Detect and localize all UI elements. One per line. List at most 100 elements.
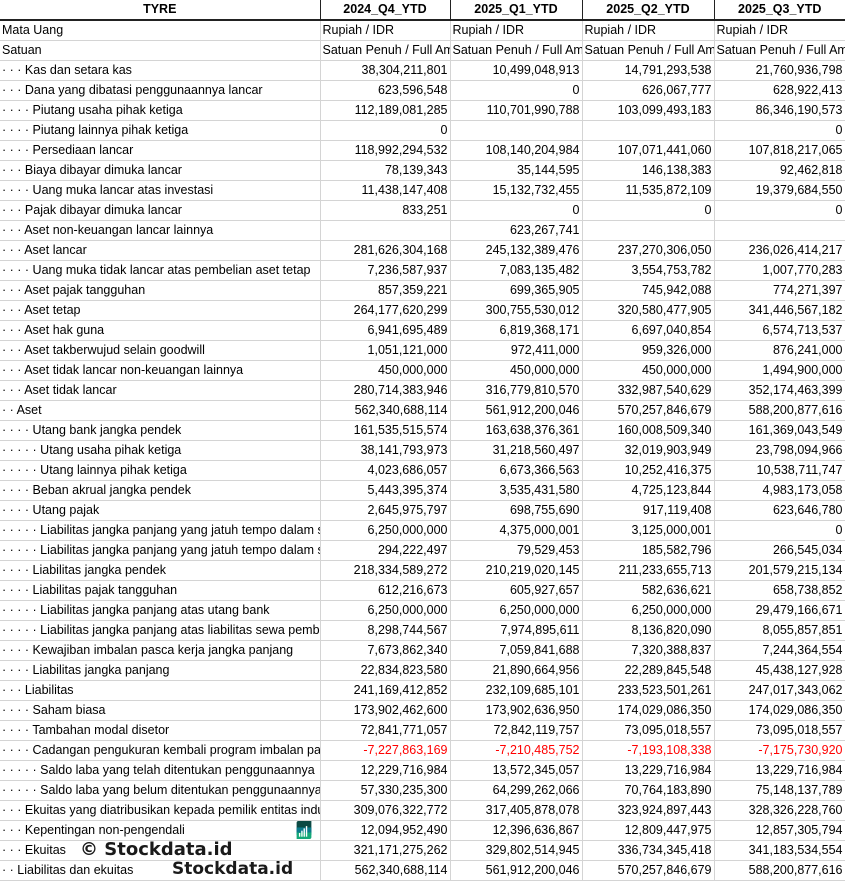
value-cell[interactable]: 21,890,664,956: [450, 660, 583, 681]
value-cell[interactable]: [582, 120, 715, 141]
row-label-cell[interactable]: · · · Aset non-keuangan lancar lainnya: [0, 220, 321, 241]
value-cell[interactable]: 294,222,497: [320, 540, 451, 561]
value-cell[interactable]: 7,236,587,937: [320, 260, 451, 281]
value-cell[interactable]: 605,927,657: [450, 580, 583, 601]
value-cell[interactable]: 107,818,217,065: [714, 140, 845, 161]
value-cell[interactable]: 280,714,383,946: [320, 380, 451, 401]
value-cell[interactable]: 1,494,900,000: [714, 360, 845, 381]
value-cell[interactable]: 10,538,711,747: [714, 460, 845, 481]
value-cell[interactable]: 8,136,820,090: [582, 620, 715, 641]
value-cell[interactable]: 341,183,534,554: [714, 840, 845, 861]
value-cell[interactable]: 161,535,515,574: [320, 420, 451, 441]
value-cell[interactable]: 86,346,190,573: [714, 100, 845, 121]
value-cell[interactable]: 146,138,383: [582, 160, 715, 181]
value-cell[interactable]: Satuan Penuh / Full Amount: [450, 40, 583, 61]
row-label-cell[interactable]: Mata Uang: [0, 20, 321, 41]
row-label-cell[interactable]: · · · · · Utang usaha pihak ketiga: [0, 440, 321, 461]
value-cell[interactable]: 73,095,018,557: [582, 720, 715, 741]
value-cell[interactable]: 29,479,166,671: [714, 600, 845, 621]
value-cell[interactable]: 173,902,636,950: [450, 700, 583, 721]
value-cell[interactable]: 7,974,895,611: [450, 620, 583, 641]
row-label-cell[interactable]: · · · · · Liabilitas jangka panjang atas…: [0, 600, 321, 621]
value-cell[interactable]: 561,912,200,046: [450, 860, 583, 881]
row-label-cell[interactable]: · · · · Tambahan modal disetor: [0, 720, 321, 741]
row-label-cell[interactable]: · · · · Utang bank jangka pendek: [0, 420, 321, 441]
value-cell[interactable]: 7,320,388,837: [582, 640, 715, 661]
value-cell[interactable]: 6,250,000,000: [450, 600, 583, 621]
value-cell[interactable]: 450,000,000: [582, 360, 715, 381]
value-cell[interactable]: 233,523,501,261: [582, 680, 715, 701]
header-column-cell[interactable]: 2025_Q3_YTD: [714, 0, 845, 21]
value-cell[interactable]: 341,446,567,182: [714, 300, 845, 321]
value-cell[interactable]: 588,200,877,616: [714, 860, 845, 881]
value-cell[interactable]: 328,326,228,760: [714, 800, 845, 821]
value-cell[interactable]: 45,438,127,928: [714, 660, 845, 681]
row-label-cell[interactable]: · · · Kas dan setara kas: [0, 60, 321, 81]
value-cell[interactable]: 450,000,000: [450, 360, 583, 381]
row-label-cell[interactable]: · · · · Piutang lainnya pihak ketiga: [0, 120, 321, 141]
value-cell[interactable]: 72,841,771,057: [320, 720, 451, 741]
value-cell[interactable]: 0: [582, 200, 715, 221]
value-cell[interactable]: 4,983,173,058: [714, 480, 845, 501]
row-label-cell[interactable]: · · · · Liabilitas jangka panjang: [0, 660, 321, 681]
value-cell[interactable]: 745,942,088: [582, 280, 715, 301]
value-cell[interactable]: 57,330,235,300: [320, 780, 451, 801]
value-cell[interactable]: 612,216,673: [320, 580, 451, 601]
value-cell[interactable]: 774,271,397: [714, 280, 845, 301]
value-cell[interactable]: 562,340,688,114: [320, 400, 451, 421]
row-label-cell[interactable]: · · · Aset tidak lancar non-keuangan lai…: [0, 360, 321, 381]
value-cell[interactable]: 561,912,200,046: [450, 400, 583, 421]
value-cell[interactable]: 79,529,453: [450, 540, 583, 561]
value-cell[interactable]: 107,071,441,060: [582, 140, 715, 161]
value-cell[interactable]: Rupiah / IDR: [582, 20, 715, 41]
value-cell[interactable]: 32,019,903,949: [582, 440, 715, 461]
value-cell[interactable]: 658,738,852: [714, 580, 845, 601]
value-cell[interactable]: 201,579,215,134: [714, 560, 845, 581]
value-cell[interactable]: 317,405,878,078: [450, 800, 583, 821]
value-cell[interactable]: 10,499,048,913: [450, 60, 583, 81]
value-cell[interactable]: 5,443,395,374: [320, 480, 451, 501]
row-label-cell[interactable]: · · · Aset hak guna: [0, 320, 321, 341]
value-cell[interactable]: 6,941,695,489: [320, 320, 451, 341]
value-cell[interactable]: 281,626,304,168: [320, 240, 451, 261]
value-cell[interactable]: 0: [450, 80, 583, 101]
row-label-cell[interactable]: Satuan: [0, 40, 321, 61]
value-cell[interactable]: 118,992,294,532: [320, 140, 451, 161]
value-cell[interactable]: 570,257,846,679: [582, 400, 715, 421]
row-label-cell[interactable]: · · · Ekuitas yang diatribusikan kepada …: [0, 800, 321, 821]
value-cell[interactable]: 266,545,034: [714, 540, 845, 561]
value-cell[interactable]: 19,379,684,550: [714, 180, 845, 201]
value-cell[interactable]: 12,229,716,984: [320, 760, 451, 781]
value-cell[interactable]: 3,535,431,580: [450, 480, 583, 501]
row-label-cell[interactable]: · · · Aset lancar: [0, 240, 321, 261]
value-cell[interactable]: 1,007,770,283: [714, 260, 845, 281]
value-cell[interactable]: 72,842,119,757: [450, 720, 583, 741]
value-cell[interactable]: 6,574,713,537: [714, 320, 845, 341]
value-cell[interactable]: 163,638,376,361: [450, 420, 583, 441]
row-label-cell[interactable]: · · · · Saham biasa: [0, 700, 321, 721]
value-cell[interactable]: 626,067,777: [582, 80, 715, 101]
row-label-cell[interactable]: · · Liabilitas dan ekuitas: [0, 860, 321, 881]
value-cell[interactable]: 110,701,990,788: [450, 100, 583, 121]
value-cell[interactable]: Rupiah / IDR: [714, 20, 845, 41]
value-cell[interactable]: 108,140,204,984: [450, 140, 583, 161]
value-cell[interactable]: 21,760,936,798: [714, 60, 845, 81]
value-cell[interactable]: 174,029,086,350: [714, 700, 845, 721]
row-label-cell[interactable]: · · · · · Saldo laba yang belum ditentuk…: [0, 780, 321, 801]
value-cell[interactable]: 332,987,540,629: [582, 380, 715, 401]
row-label-cell[interactable]: · · · · Cadangan pengukuran kembali prog…: [0, 740, 321, 761]
value-cell[interactable]: 13,572,345,057: [450, 760, 583, 781]
value-cell[interactable]: 6,250,000,000: [582, 600, 715, 621]
value-cell[interactable]: 6,673,366,563: [450, 460, 583, 481]
value-cell[interactable]: 300,755,530,012: [450, 300, 583, 321]
value-cell[interactable]: 15,132,732,455: [450, 180, 583, 201]
value-cell[interactable]: 4,725,123,844: [582, 480, 715, 501]
row-label-cell[interactable]: · · · · Liabilitas jangka pendek: [0, 560, 321, 581]
value-cell[interactable]: 582,636,621: [582, 580, 715, 601]
value-cell[interactable]: 237,270,306,050: [582, 240, 715, 261]
value-cell[interactable]: 38,304,211,801: [320, 60, 451, 81]
row-label-cell[interactable]: · · · Aset takberwujud selain goodwill: [0, 340, 321, 361]
value-cell[interactable]: 245,132,389,476: [450, 240, 583, 261]
value-cell[interactable]: 336,734,345,418: [582, 840, 715, 861]
value-cell[interactable]: 0: [714, 120, 845, 141]
